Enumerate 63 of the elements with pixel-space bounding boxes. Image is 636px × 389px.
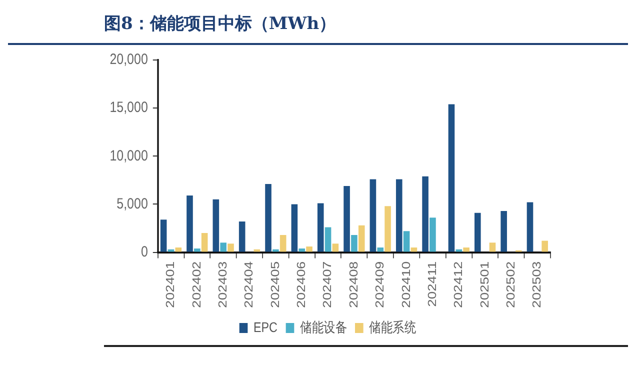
bar (422, 176, 428, 252)
legend-label: EPC (254, 318, 278, 336)
bar (220, 242, 226, 252)
bar (201, 233, 208, 252)
x-tick-label: 202503 (530, 261, 544, 308)
x-tick-label: 202401 (163, 261, 177, 308)
bar (403, 231, 410, 252)
x-tick-label: 202502 (504, 261, 518, 308)
bar (358, 225, 365, 252)
x-tick-label: 202405 (268, 261, 282, 308)
x-tick-label: 202411 (425, 261, 439, 307)
bar (410, 247, 418, 252)
bar (254, 249, 260, 252)
bar (324, 227, 332, 252)
y-tick-label: 0 (140, 243, 148, 260)
chart-title: 图8：储能项目中标（MWh） (8, 8, 628, 45)
bar (317, 203, 324, 252)
bar (298, 248, 306, 252)
bar (160, 220, 167, 252)
bar (265, 184, 272, 252)
bar (500, 210, 507, 252)
bar (430, 218, 436, 252)
bar (332, 244, 339, 252)
x-tick-label: 202408 (346, 261, 360, 308)
bar (474, 212, 481, 252)
legend-label: 储能系统 (369, 318, 416, 336)
bar (526, 202, 534, 252)
bar (238, 222, 246, 252)
bar (384, 206, 391, 252)
bar (306, 246, 312, 252)
x-tick-label: 202412 (451, 261, 465, 308)
bar (448, 104, 455, 252)
x-tick-label: 202403 (216, 261, 230, 308)
bar (344, 186, 350, 252)
y-tick-label: 5,000 (116, 195, 148, 212)
bar (194, 248, 200, 252)
x-tick-label: 202409 (372, 261, 386, 308)
bar (456, 249, 462, 252)
bar (463, 247, 470, 252)
y-tick-label: 15,000 (110, 99, 148, 116)
bar (351, 234, 358, 252)
x-tick-label: 202501 (477, 261, 491, 308)
bar (272, 249, 279, 252)
bar (186, 196, 193, 252)
bar (396, 179, 402, 252)
x-tick-label: 202406 (294, 261, 308, 308)
bar (175, 247, 182, 252)
bar (280, 234, 286, 252)
bar (168, 249, 174, 252)
bar (489, 242, 496, 252)
x-tick-label: 202410 (398, 261, 412, 308)
x-tick-label: 202402 (190, 261, 204, 308)
legend-label: 储能设备 (300, 318, 348, 336)
bar (228, 244, 234, 252)
x-tick-label: 202404 (242, 261, 256, 308)
bar (370, 179, 376, 252)
y-tick-label: 10,000 (110, 147, 148, 164)
bar (377, 247, 384, 252)
bar (291, 204, 298, 252)
bar (212, 199, 220, 252)
y-tick-label: 20,000 (110, 51, 148, 68)
bar (542, 240, 548, 252)
x-tick-label: 202407 (320, 261, 334, 308)
